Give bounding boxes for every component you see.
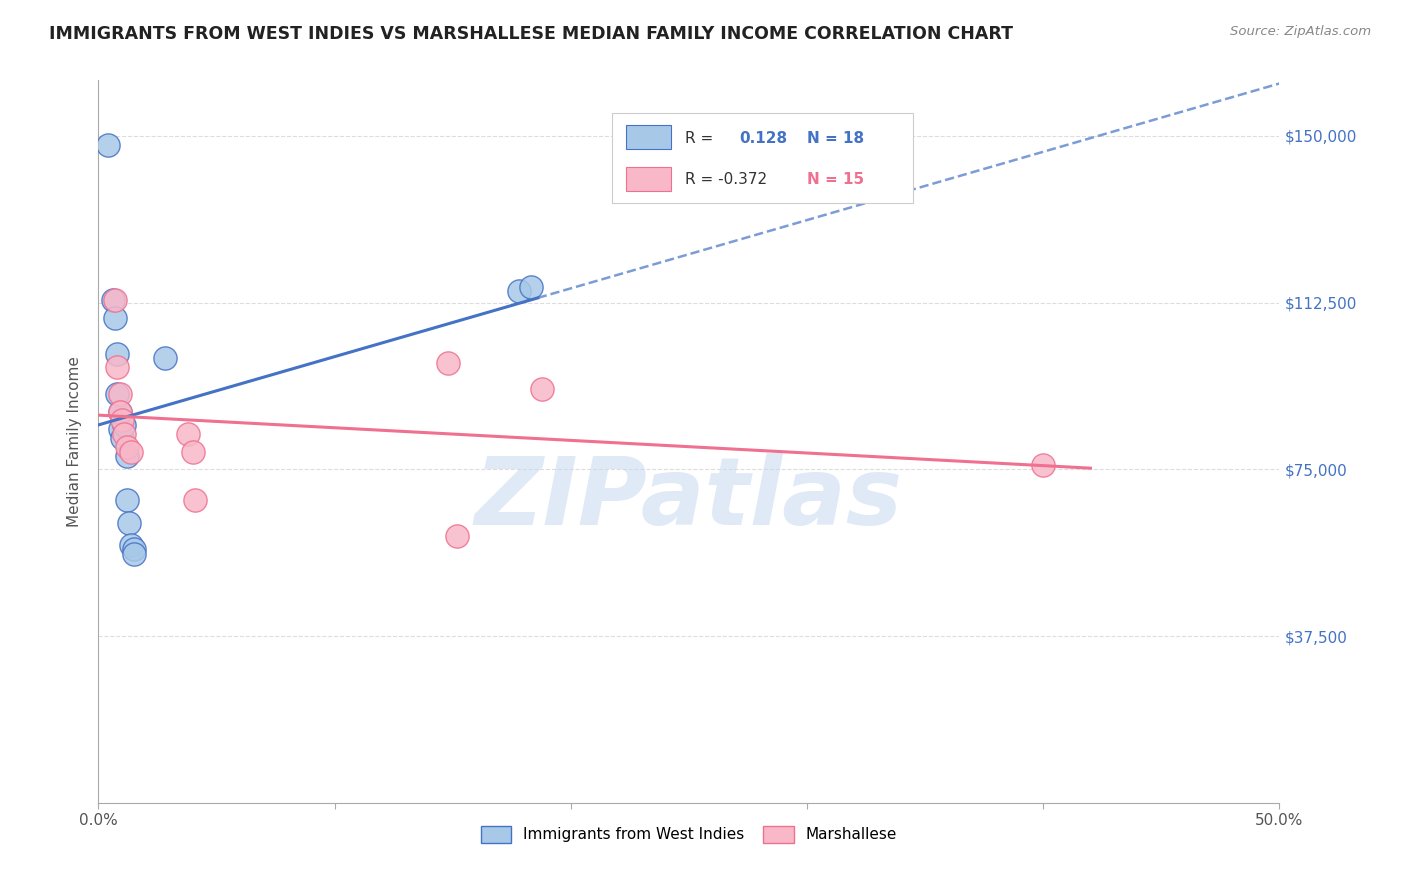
Text: IMMIGRANTS FROM WEST INDIES VS MARSHALLESE MEDIAN FAMILY INCOME CORRELATION CHAR: IMMIGRANTS FROM WEST INDIES VS MARSHALLE… xyxy=(49,25,1014,43)
Point xyxy=(112,426,135,441)
Point xyxy=(105,347,128,361)
Point xyxy=(101,293,124,308)
Point xyxy=(177,426,200,441)
Point xyxy=(508,285,530,299)
Point xyxy=(108,386,131,401)
Point xyxy=(446,529,468,543)
Point xyxy=(97,137,120,152)
Point xyxy=(153,351,176,366)
FancyBboxPatch shape xyxy=(626,167,671,191)
Point xyxy=(1032,458,1054,472)
Point xyxy=(104,311,127,326)
Text: R = -0.372: R = -0.372 xyxy=(685,172,768,187)
Point xyxy=(115,493,138,508)
Text: Source: ZipAtlas.com: Source: ZipAtlas.com xyxy=(1230,25,1371,38)
Point xyxy=(111,431,134,445)
Point xyxy=(108,422,131,436)
Point xyxy=(184,493,207,508)
Point xyxy=(122,542,145,557)
Y-axis label: Median Family Income: Median Family Income xyxy=(67,356,83,527)
Point xyxy=(115,449,138,463)
Text: N = 18: N = 18 xyxy=(807,130,865,145)
Point xyxy=(111,413,134,427)
Text: ZIPatlas: ZIPatlas xyxy=(475,453,903,545)
Text: R =: R = xyxy=(685,130,714,145)
Point xyxy=(105,386,128,401)
Point xyxy=(519,280,541,294)
Point xyxy=(181,444,204,458)
Point xyxy=(108,404,131,418)
Text: N = 15: N = 15 xyxy=(807,172,865,187)
Point xyxy=(121,538,143,552)
FancyBboxPatch shape xyxy=(612,112,914,203)
Point xyxy=(112,417,135,432)
FancyBboxPatch shape xyxy=(626,125,671,149)
Point xyxy=(121,444,143,458)
Point xyxy=(104,293,127,308)
Point xyxy=(115,440,138,454)
Point xyxy=(531,382,554,396)
Text: 0.128: 0.128 xyxy=(740,130,787,145)
Point xyxy=(118,516,141,530)
Point xyxy=(437,356,460,370)
Legend: Immigrants from West Indies, Marshallese: Immigrants from West Indies, Marshallese xyxy=(475,820,903,849)
Point xyxy=(122,547,145,561)
Point xyxy=(108,404,131,418)
Point xyxy=(105,360,128,375)
